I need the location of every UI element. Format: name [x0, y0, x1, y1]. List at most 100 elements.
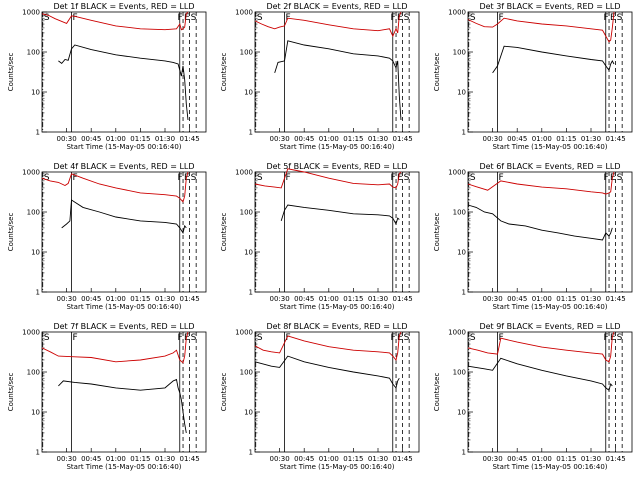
y-tick-label: 1	[462, 449, 466, 457]
y-tick-label: 10	[457, 409, 466, 417]
y-tick-label: 1000	[22, 329, 40, 337]
x-tick-label: 01:00	[106, 295, 126, 303]
event-marker-label: S	[470, 333, 476, 343]
x-tick-label: 01:15	[556, 455, 576, 463]
event-marker-label: S	[257, 13, 263, 23]
y-tick-label: 100	[453, 209, 466, 217]
event-marker-label: E	[184, 333, 190, 343]
detector-panel-9: Det 9f BLACK = Events, RED = LLD 1 10 100 10…	[433, 322, 633, 471]
x-tick-label: 01:45	[393, 135, 413, 143]
panel-title: Det 8f BLACK = Events, RED = LLD	[266, 322, 407, 331]
y-tick-label: 10	[457, 249, 466, 257]
events-series-line	[254, 355, 400, 389]
event-marker-label: S	[44, 13, 50, 23]
y-tick-label: 1	[462, 289, 466, 297]
x-tick-label: 00:45	[507, 135, 527, 143]
y-tick-label: 1	[36, 289, 40, 297]
x-tick-label: 01:45	[393, 295, 413, 303]
detector-panel-8: Det 8f BLACK = Events, RED = LLD 1 10 100 10…	[220, 322, 420, 471]
x-tick-label: 01:15	[130, 295, 150, 303]
events-series-line	[61, 199, 187, 235]
x-tick-label: 01:30	[155, 135, 175, 143]
x-tick-label: 01:30	[368, 455, 388, 463]
x-tick-label: 00:30	[270, 135, 290, 143]
detector-panel-7: Det 7f BLACK = Events, RED = LLD 1 10 100 10…	[7, 322, 207, 471]
x-tick-label: 00:30	[483, 135, 503, 143]
events-series-line	[280, 204, 400, 226]
x-tick-label: 01:30	[581, 455, 601, 463]
y-tick-label: 10	[457, 89, 466, 97]
y-axis-label: Counts/sec	[7, 53, 15, 92]
x-axis-label: Start Time (15-May-05 00:16:40)	[492, 463, 607, 471]
lld-series-line	[254, 11, 402, 38]
x-tick-label: 01:45	[180, 135, 200, 143]
x-tick-label: 01:45	[393, 455, 413, 463]
plot-frame	[254, 11, 420, 133]
plot-frame	[41, 171, 207, 293]
x-tick-label: 01:00	[532, 455, 552, 463]
x-tick-label: 00:30	[270, 295, 290, 303]
plot-frame	[467, 171, 633, 293]
event-marker-label: S	[617, 13, 623, 23]
y-tick-label: 1000	[22, 9, 40, 17]
y-tick-label: 1	[36, 449, 40, 457]
y-axis-label: Counts/sec	[220, 53, 228, 92]
panel-title: Det 6f BLACK = Events, RED = LLD	[479, 162, 620, 171]
lld-series-line	[254, 331, 402, 361]
y-tick-label: 10	[31, 249, 40, 257]
x-tick-label: 01:00	[106, 455, 126, 463]
x-tick-label: 00:30	[270, 455, 290, 463]
y-tick-label: 10	[31, 89, 40, 97]
y-tick-label: 1	[249, 449, 253, 457]
event-marker-label: E	[610, 173, 616, 183]
event-marker-label: S	[404, 333, 410, 343]
panel-title: Det 7f BLACK = Events, RED = LLD	[53, 322, 194, 331]
event-marker-label: S	[617, 333, 623, 343]
event-marker-label: S	[44, 173, 50, 183]
x-tick-label: 00:45	[81, 455, 101, 463]
y-tick-label: 1000	[235, 169, 253, 177]
lld-series-line	[254, 168, 402, 189]
plot-frame	[254, 171, 420, 293]
x-tick-label: 00:45	[294, 135, 314, 143]
x-tick-label: 00:30	[57, 135, 77, 143]
x-tick-label: 01:15	[343, 135, 363, 143]
y-tick-label: 100	[27, 49, 40, 57]
y-axis-label: Counts/sec	[220, 213, 228, 252]
events-series-line	[467, 357, 613, 391]
event-marker-label: E	[397, 173, 403, 183]
x-tick-label: 01:45	[606, 135, 626, 143]
lld-series-line	[467, 331, 615, 363]
y-tick-label: 1000	[448, 169, 466, 177]
lld-series-line	[467, 11, 615, 43]
x-axis-label: Start Time (15-May-05 00:16:40)	[492, 143, 607, 151]
x-axis-label: Start Time (15-May-05 00:16:40)	[66, 303, 181, 311]
events-series-line	[58, 44, 189, 121]
events-series-line	[467, 204, 613, 241]
lld-series-line	[41, 171, 189, 203]
panel-title: Det 1f BLACK = Events, RED = LLD	[53, 2, 194, 11]
events-series-line	[274, 40, 402, 121]
x-tick-label: 01:15	[556, 295, 576, 303]
x-tick-label: 00:45	[294, 455, 314, 463]
x-tick-label: 00:45	[507, 295, 527, 303]
x-tick-label: 00:30	[57, 295, 77, 303]
event-marker-label: F	[286, 173, 291, 183]
events-series-line	[492, 45, 615, 74]
event-marker-label: S	[404, 13, 410, 23]
events-series-line	[58, 378, 187, 433]
x-tick-label: 01:00	[532, 135, 552, 143]
y-tick-label: 10	[31, 409, 40, 417]
lld-series-line	[41, 331, 189, 364]
detector-panel-4: Det 4f BLACK = Events, RED = LLD 1 10 100 10…	[7, 162, 207, 311]
y-axis-label: Counts/sec	[220, 373, 228, 412]
x-tick-label: 01:00	[319, 135, 339, 143]
event-marker-label: F	[73, 333, 78, 343]
panel-title: Det 9f BLACK = Events, RED = LLD	[479, 322, 620, 331]
x-tick-label: 01:30	[155, 455, 175, 463]
plot-frame	[41, 11, 207, 133]
y-tick-label: 1000	[448, 9, 466, 17]
panel-title: Det 2f BLACK = Events, RED = LLD	[266, 2, 407, 11]
x-tick-label: 01:45	[606, 455, 626, 463]
detector-panel-3: Det 3f BLACK = Events, RED = LLD 1 10 100 10…	[433, 2, 633, 151]
